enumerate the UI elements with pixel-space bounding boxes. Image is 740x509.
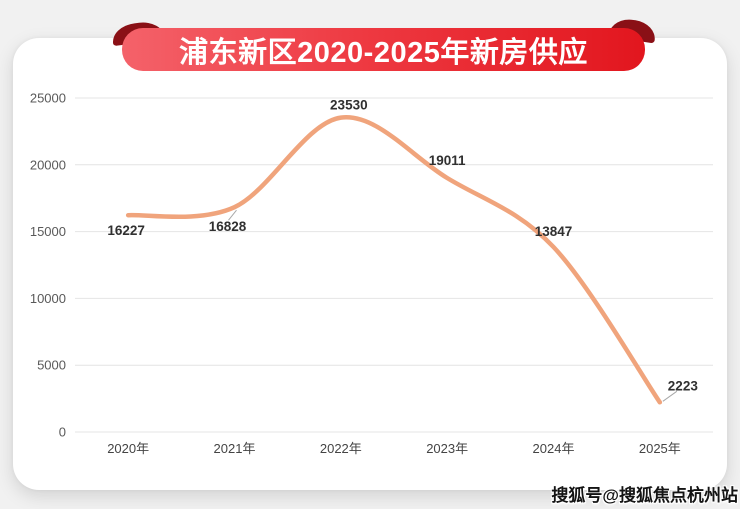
chart-title: 浦东新区2020-2025年新房供应	[179, 36, 588, 69]
title-banner: 浦东新区2020-2025年新房供应	[122, 28, 645, 71]
watermark-text: 搜狐号@搜狐焦点杭州站	[551, 486, 738, 505]
chart-card	[13, 38, 727, 490]
